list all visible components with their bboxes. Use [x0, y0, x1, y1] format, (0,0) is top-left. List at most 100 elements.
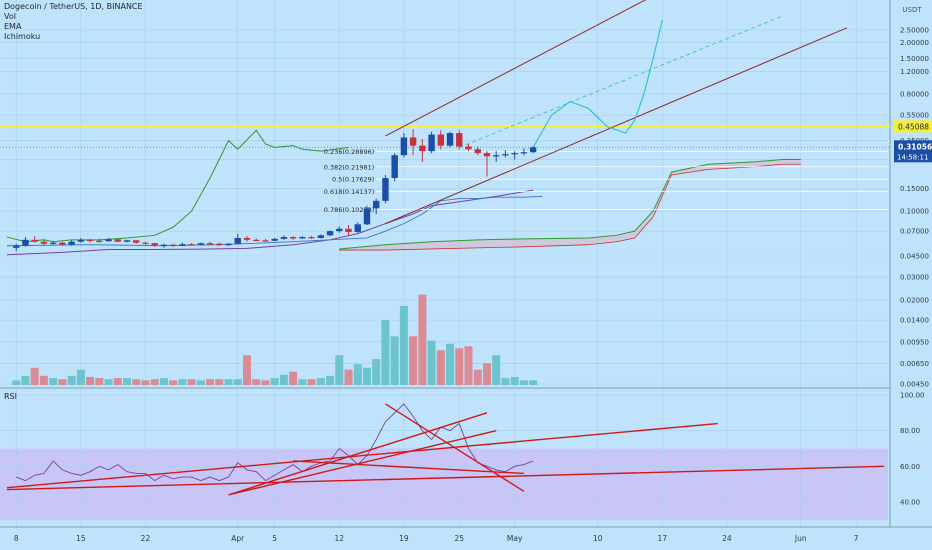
- candle-body: [465, 146, 472, 150]
- x-tick-label: 17: [658, 534, 668, 543]
- candle-body: [77, 239, 85, 242]
- volume-bar: [122, 378, 131, 385]
- volume-bar: [501, 378, 510, 385]
- volume-bar: [67, 375, 76, 385]
- volume-bar: [113, 378, 122, 385]
- candle-body: [114, 239, 121, 242]
- volume-bar: [215, 379, 224, 385]
- volume-bar: [344, 369, 353, 385]
- dashed-projection-line: [459, 15, 783, 148]
- resistance-badge-label: 0.45088: [898, 122, 929, 131]
- candle-body: [289, 237, 297, 239]
- indicator-ichimoku-label: Ichimoku: [4, 32, 41, 41]
- countdown-label: 14:58:11: [897, 153, 928, 161]
- volume-bar: [482, 363, 491, 385]
- projected-path-line: [532, 19, 663, 148]
- candle-body: [391, 155, 398, 179]
- channel-lower-line: [385, 27, 848, 225]
- x-tick-label: 22: [141, 534, 151, 543]
- rsi-tick-label: 60.00: [900, 463, 920, 471]
- candle-body: [492, 155, 500, 157]
- channel-upper-line: [385, 0, 647, 137]
- volume-bar: [39, 375, 48, 385]
- candle-body: [197, 243, 205, 245]
- rsi-trend-line: [6, 422, 718, 489]
- volume-bar: [279, 374, 288, 385]
- current-price-badge: [894, 140, 932, 163]
- candle-body: [206, 243, 214, 245]
- price-tick-label: 1.20000: [900, 68, 929, 76]
- x-tick-label: 25: [454, 534, 464, 543]
- candle-body: [22, 239, 29, 246]
- candle-body: [234, 237, 241, 244]
- candle-body: [13, 245, 20, 248]
- volume-bar: [187, 379, 196, 385]
- volume-bar: [316, 378, 325, 385]
- x-tick-label: 7: [854, 534, 859, 543]
- x-tick-label: May: [507, 534, 523, 543]
- volume-bar: [206, 379, 215, 385]
- rsi-trend-line: [6, 465, 884, 491]
- price-tick-label: 0.10000: [900, 208, 929, 216]
- candle-body: [262, 240, 269, 242]
- x-tick-label: 5: [272, 534, 277, 543]
- rsi-trend-line: [385, 403, 525, 492]
- candle-body: [419, 145, 426, 152]
- candle-body: [40, 241, 48, 244]
- candle-body: [299, 237, 306, 239]
- candle-body: [280, 237, 288, 239]
- fib-level-label: 0.382(0.21981): [324, 163, 375, 171]
- candle-body: [382, 178, 389, 201]
- candle-body: [326, 231, 334, 236]
- resistance-badge: [894, 120, 932, 133]
- volume-bar: [335, 355, 344, 385]
- fib-level-label: 0.5(0.17629): [332, 176, 374, 184]
- volume-bar: [473, 369, 482, 385]
- volume-tick-label: 0.01400: [900, 317, 929, 325]
- candle-body: [105, 239, 112, 242]
- volume-tick-label: 0.00950: [900, 338, 929, 346]
- volume-bar: [252, 379, 261, 385]
- x-tick-label: 10: [593, 534, 603, 543]
- candle-body: [483, 153, 491, 157]
- rsi-tick-label: 100.00: [900, 392, 925, 400]
- volume-tick-label: 0.03000: [900, 274, 929, 282]
- rsi-trend-line: [228, 412, 488, 496]
- candle-body: [317, 235, 325, 238]
- indicator-ema-label: EMA: [4, 22, 22, 31]
- volume-tick-label: 0.00450: [900, 381, 929, 389]
- volume-bar: [298, 379, 307, 385]
- volume-bar: [178, 379, 187, 385]
- candle-body: [373, 200, 380, 209]
- volume-bar: [372, 359, 381, 385]
- volume-bar: [289, 371, 298, 385]
- candle-body: [169, 244, 177, 246]
- volume-bar: [510, 376, 519, 385]
- candle-body: [179, 244, 186, 246]
- candle-body: [437, 134, 445, 146]
- candle-body: [133, 240, 140, 243]
- candle-body: [59, 242, 66, 245]
- price-tick-label: 2.50000: [900, 27, 929, 35]
- volume-bar: [76, 369, 85, 385]
- candle-body: [446, 133, 454, 146]
- volume-bar: [446, 343, 455, 385]
- x-tick-label: Jun: [794, 534, 807, 543]
- current-price-label: 0.31056: [898, 142, 932, 151]
- volume-bar: [436, 350, 445, 385]
- volume-bar: [409, 336, 418, 385]
- price-tick-label: 0.80000: [900, 91, 929, 99]
- volume-bar: [132, 379, 141, 385]
- volume-bar: [492, 355, 501, 385]
- candle-body: [253, 239, 260, 242]
- volume-bar: [224, 379, 233, 385]
- x-tick-label: 19: [399, 534, 409, 543]
- price-tick-label: 1.50000: [900, 55, 929, 63]
- candle-body: [511, 153, 518, 155]
- volume-bar: [233, 379, 242, 385]
- candle-body: [96, 240, 103, 242]
- chikou-line: [6, 129, 349, 243]
- volume-bar: [12, 380, 21, 385]
- fib-level-label: 0.618(0.14137): [324, 188, 375, 196]
